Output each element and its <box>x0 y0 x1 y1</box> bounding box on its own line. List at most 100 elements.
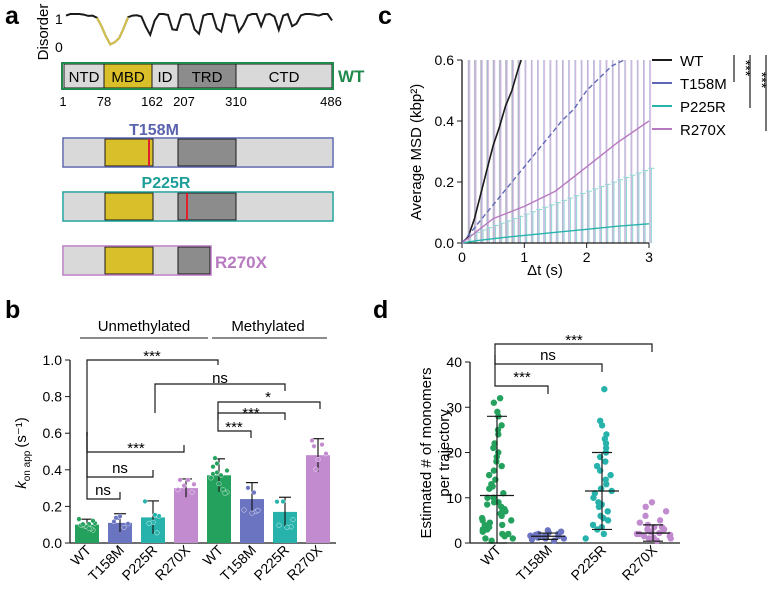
t158m-mbd <box>104 138 154 167</box>
legend-sig-3: *** <box>769 84 776 101</box>
t158m-outline <box>62 137 334 168</box>
monomers-data-point <box>589 521 597 529</box>
monomers-data-point <box>642 503 649 510</box>
domain-ntd-label: NTD <box>69 69 100 86</box>
kon-data-point <box>142 498 148 504</box>
p225r-mbd <box>104 192 154 221</box>
monomers-y-tick-label: 0 <box>454 535 462 551</box>
kon-data-point <box>249 510 255 516</box>
kon-data-point <box>241 507 247 513</box>
msd-series <box>461 59 650 244</box>
monomers-data-point <box>499 521 506 529</box>
msd-x-tick-label: 2 <box>583 249 591 265</box>
sig-mwt-p225r: *** <box>242 405 260 422</box>
kon-data-point <box>280 499 286 505</box>
sig-bracket-mwt-r270x <box>217 401 321 420</box>
monomers-data-point <box>662 508 670 515</box>
monomers-x-label: R270X <box>619 541 661 583</box>
msd-x-tick-label: 1 <box>520 249 528 265</box>
kon-data-point <box>210 464 216 470</box>
sig-bracket-p225r-p225r <box>154 383 286 413</box>
domain-trd-label: TRD <box>192 69 223 86</box>
disorder-tick-1: 1 <box>55 11 63 27</box>
monomers-data-point <box>656 517 664 524</box>
monomers-data-point <box>635 530 643 538</box>
sig-p225r-p225r: ns <box>212 370 228 387</box>
kon-data-point <box>177 477 183 483</box>
monomers-data-point <box>597 512 604 520</box>
monomers-data-point <box>582 535 589 542</box>
kon-data-point <box>76 516 82 522</box>
r270x-domain-map: R270X <box>62 245 268 276</box>
msd-x-tick-label: 0 <box>458 249 466 265</box>
monomers-data-point <box>636 519 644 526</box>
legend-label-t158m: T158M <box>680 76 727 93</box>
monomers-data-point <box>648 499 656 506</box>
monomers-data-point <box>485 471 493 479</box>
monomers-x-label: WT <box>477 541 504 568</box>
kon-data-point <box>214 460 220 466</box>
monomers-data-point <box>642 512 649 520</box>
kon-data-point <box>121 524 127 530</box>
kon-data-point <box>154 530 160 536</box>
kon-data-point <box>315 457 321 463</box>
msd-error-bars <box>467 60 655 243</box>
kon-data-point <box>191 481 197 487</box>
t158m-label: T158M <box>129 122 179 139</box>
monomers-data-point <box>488 480 495 488</box>
kon-y-tick-label: 1.0 <box>43 352 63 368</box>
disorder-profile-line <box>65 12 333 46</box>
panel-c-label: c <box>378 2 392 30</box>
monomers-ylabel-line1: Estimated # of monomers <box>418 368 435 539</box>
kon-data-point <box>181 483 187 489</box>
kon-data-point <box>319 442 325 448</box>
monomers-data-point <box>602 476 609 483</box>
monomers-data-point <box>498 422 505 429</box>
p225r-label: P225R <box>142 175 191 192</box>
legend-sig-2: *** <box>754 72 770 89</box>
sig-bracket-d-wt-t158m <box>494 355 549 394</box>
disorder-axis-label: Disorder <box>35 4 52 61</box>
kon-data-point <box>214 469 220 475</box>
domain-ntd <box>63 63 105 89</box>
r270x-outline <box>62 245 212 276</box>
kon-data-point <box>86 526 92 532</box>
monomers-x-labels: WT T158M P225R R270X <box>477 541 660 584</box>
domain-ctd-label: CTD <box>269 69 300 86</box>
sig-bracket-wt-t158m <box>86 432 121 500</box>
monomers-data-point <box>602 458 609 465</box>
kon-data-point <box>245 485 251 491</box>
monomers-data-point <box>486 519 494 526</box>
disorder-tick-0: 0 <box>55 39 63 55</box>
monomers-data-point <box>604 508 611 515</box>
msd-line-r270x <box>461 120 650 244</box>
monomers-data-point <box>496 395 504 402</box>
msd-legend: WT T158M P225R R270X *** *** *** <box>652 53 776 139</box>
monomers-data-point <box>499 530 506 538</box>
monomers-data-point <box>500 490 507 497</box>
wt-label: WT <box>338 67 365 86</box>
p225r-outline <box>62 191 334 222</box>
msd-axes: 0.0 0.2 0.4 0.6 0 1 2 3 <box>435 52 654 265</box>
monomers-data-point <box>595 499 602 506</box>
sig-mwt-t158m: *** <box>225 419 243 436</box>
monomers-y-tick-label: 30 <box>446 399 462 415</box>
kon-data-point <box>212 455 218 461</box>
group-label-unmethylated: Unmethylated <box>98 318 191 335</box>
kon-data-point <box>313 466 319 472</box>
kon-y-tick-label: 0.8 <box>43 389 63 405</box>
monomers-points <box>478 385 674 544</box>
monomers-data-point <box>484 494 491 501</box>
monomers-mean-sd <box>480 415 670 544</box>
kon-x-label: T158M <box>85 542 127 584</box>
monomers-data-point <box>490 494 497 501</box>
kon-ylabel-k: k <box>13 480 30 489</box>
msd-line-wt <box>461 59 522 244</box>
kon-data-point <box>224 468 230 474</box>
r270x-mbd <box>104 246 154 275</box>
domain-id-label: ID <box>158 69 173 86</box>
sig-d-wt-t158m: *** <box>513 369 531 386</box>
sig-bracket-wt-wt <box>86 359 219 436</box>
kon-data-point <box>113 515 119 521</box>
monomers-data-point <box>491 440 498 447</box>
